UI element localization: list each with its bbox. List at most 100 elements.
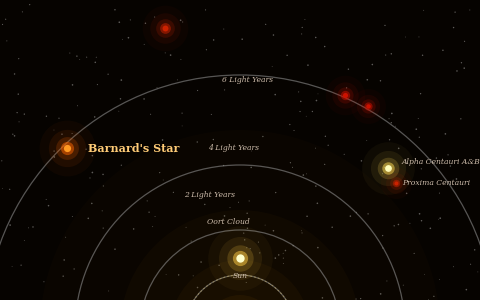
Point <box>216 263 223 268</box>
Point <box>63 146 71 150</box>
Point <box>42 197 50 202</box>
Point <box>193 140 201 144</box>
Point <box>377 78 384 83</box>
Point <box>221 88 228 92</box>
Point <box>241 238 249 242</box>
Point <box>406 221 414 226</box>
Point <box>419 53 426 58</box>
Point <box>467 262 474 267</box>
Point <box>377 292 384 296</box>
Point <box>69 214 76 219</box>
Point <box>21 112 28 116</box>
Point <box>384 166 392 170</box>
Point <box>104 72 112 76</box>
Point <box>115 109 123 114</box>
Text: Alpha Centauri A&B: Alpha Centauri A&B <box>402 158 480 166</box>
Point <box>236 256 244 260</box>
Point <box>439 48 447 53</box>
Point <box>295 89 302 94</box>
Point <box>177 18 184 23</box>
Point <box>159 138 167 142</box>
Point <box>161 26 169 30</box>
Point <box>29 225 37 230</box>
Point <box>343 85 350 90</box>
Point <box>63 146 71 150</box>
Point <box>111 247 119 252</box>
Point <box>88 170 96 175</box>
Point <box>387 120 395 125</box>
Point <box>384 166 392 170</box>
Point <box>302 114 310 119</box>
Point <box>3 38 11 43</box>
Point <box>68 131 76 136</box>
Point <box>130 226 137 231</box>
Point <box>436 277 444 282</box>
Point <box>457 116 465 121</box>
Point <box>301 17 309 22</box>
Point <box>298 228 305 233</box>
Point <box>416 135 423 140</box>
Point <box>209 137 217 142</box>
Point <box>254 240 262 244</box>
Text: Barnard's Star: Barnard's Star <box>88 142 180 154</box>
Point <box>352 297 360 300</box>
Point <box>457 60 465 65</box>
Point <box>364 103 372 108</box>
Point <box>272 190 279 195</box>
Point <box>453 69 461 74</box>
Point <box>474 269 480 274</box>
Point <box>451 10 459 15</box>
Point <box>381 165 389 170</box>
Point <box>262 22 269 27</box>
Point <box>15 119 23 124</box>
Point <box>194 285 202 290</box>
Point <box>390 224 398 228</box>
Point <box>364 212 372 216</box>
Point <box>300 173 307 178</box>
Point <box>379 246 386 250</box>
Point <box>11 72 18 76</box>
Point <box>379 233 386 238</box>
Point <box>272 256 279 260</box>
Point <box>321 162 328 167</box>
Text: Oort Cloud: Oort Cloud <box>206 218 250 226</box>
Point <box>303 172 311 176</box>
Point <box>151 214 159 219</box>
Point <box>414 116 422 121</box>
Point <box>177 57 185 62</box>
Point <box>69 82 76 87</box>
Point <box>268 64 276 69</box>
Point <box>236 256 244 260</box>
Point <box>99 184 107 188</box>
Point <box>86 176 94 180</box>
Point <box>321 44 328 49</box>
Point <box>312 98 320 103</box>
Point <box>471 248 479 252</box>
Point <box>161 26 169 30</box>
Point <box>147 112 155 117</box>
Point <box>197 260 205 264</box>
Point <box>364 103 372 108</box>
Point <box>21 238 28 243</box>
Point <box>245 199 253 203</box>
Point <box>420 8 428 13</box>
Point <box>364 103 372 108</box>
Circle shape <box>120 210 360 300</box>
Point <box>93 55 100 60</box>
Point <box>341 93 349 98</box>
Point <box>74 103 82 108</box>
Point <box>288 165 296 170</box>
Point <box>412 127 420 132</box>
Point <box>415 34 423 39</box>
Point <box>434 217 442 222</box>
Point <box>363 77 371 82</box>
Point <box>392 181 400 185</box>
Point <box>417 91 424 96</box>
Point <box>384 166 392 170</box>
Point <box>290 128 298 133</box>
Point <box>267 282 275 287</box>
Point <box>14 92 22 97</box>
Point <box>70 267 78 272</box>
Point <box>385 116 393 121</box>
Point <box>187 239 195 244</box>
